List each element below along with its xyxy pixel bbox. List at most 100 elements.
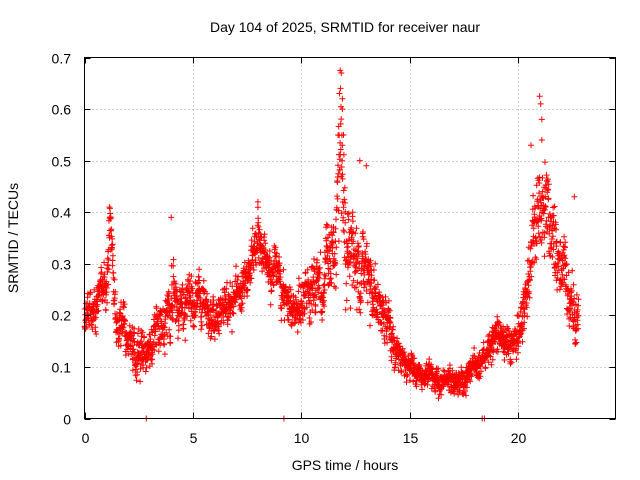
data-point [353,284,360,291]
data-point [224,317,231,323]
data-point [398,368,405,375]
data-point [205,330,212,337]
data-point [339,157,346,164]
data-point [570,281,577,288]
data-point [535,177,542,184]
data-point [313,278,320,285]
data-point [521,319,528,326]
data-point [440,383,447,390]
data-point [312,303,319,309]
data-point [374,309,381,316]
data-point [488,361,495,368]
data-point [538,116,545,123]
data-point [356,157,363,164]
data-point [451,390,458,397]
data-point [339,106,346,113]
data-point [151,347,158,354]
data-point [566,315,573,322]
data-point [526,288,533,295]
data-point [249,225,256,232]
data-point [276,254,283,260]
data-point [561,252,568,259]
data-point [122,318,129,325]
data-point [532,205,539,212]
data-point [535,230,542,237]
data-point [381,310,387,317]
data-point [164,297,171,304]
data-point [363,288,370,294]
x-tick-label: 20 [511,430,527,446]
data-point [363,162,370,169]
data-point [543,172,550,179]
data-point [354,255,361,262]
data-point [477,373,484,380]
data-point [370,267,377,273]
y-tick-labels: 0 0.1 0.2 0.3 0.4 0.5 0.6 0.7 [52,51,72,428]
data-point [404,372,411,378]
data-point [308,300,315,307]
data-point [515,312,522,319]
data-point [344,211,351,218]
data-point [367,283,374,290]
data-point [262,240,269,247]
data-point [261,237,268,244]
data-point [339,175,346,182]
data-point [233,263,239,270]
data-points [81,67,582,422]
data-point [109,235,116,242]
data-point [286,284,293,291]
data-point [569,267,576,274]
data-point [535,223,542,230]
data-point [539,188,546,195]
data-point [482,357,489,364]
data-point [327,276,334,283]
data-point [340,131,347,138]
data-point [569,302,575,309]
data-point [152,328,159,335]
data-point [295,275,302,282]
y-axis-label: SRMTID / TECUs [5,183,21,293]
data-point [295,288,302,295]
data-point [314,257,321,263]
data-point [519,338,526,345]
data-point [471,345,478,351]
y-tick-label: 0 [63,412,71,428]
data-point [143,364,150,371]
data-point [549,254,556,260]
data-point [250,267,257,273]
x-tick-label: 0 [82,430,90,446]
data-point [494,313,501,320]
data-point [541,206,548,213]
data-point [342,306,349,313]
data-point [413,383,420,390]
data-point [327,275,334,282]
data-point [317,270,323,276]
axis-ticks [84,57,616,420]
data-point [518,330,525,337]
data-point [105,266,112,273]
data-point [367,257,374,264]
data-point [312,309,319,315]
data-point [388,331,394,338]
x-tick-labels: 0 5 10 15 20 [82,430,527,446]
y-tick-label: 0.1 [52,360,72,376]
data-point [337,146,344,153]
data-point [558,280,565,287]
data-point [370,304,377,311]
data-point [563,261,570,268]
data-point [432,387,439,394]
data-point [119,328,126,335]
data-point [553,238,560,245]
data-point [435,395,442,402]
data-point [335,238,342,245]
data-point [268,287,275,294]
data-point [207,312,214,319]
data-point [540,210,547,217]
x-tick-label: 5 [190,430,198,446]
data-point [534,196,541,203]
data-point [337,67,344,74]
data-point [520,305,527,312]
data-point [513,356,520,363]
data-point [542,182,549,189]
data-point [565,269,572,276]
